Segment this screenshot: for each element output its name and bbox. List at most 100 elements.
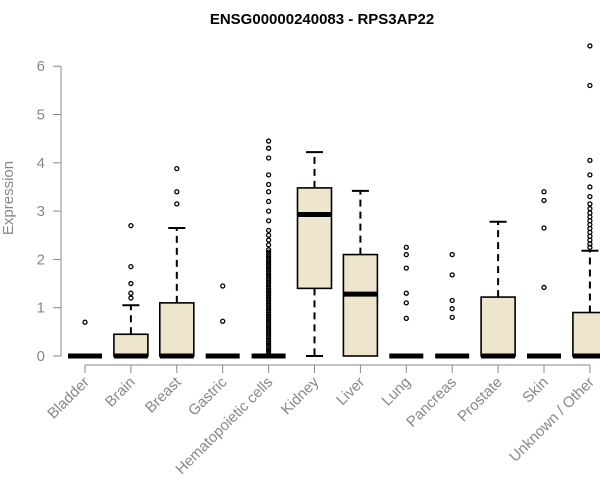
outlier-point (265, 278, 272, 284)
outlier-point (449, 251, 455, 258)
outlier-point (587, 172, 593, 178)
outlier-point (265, 251, 272, 258)
outlier-point (265, 273, 272, 279)
outlier-point (587, 184, 593, 190)
box-rect (480, 296, 516, 357)
y-tick-label: 1 (37, 300, 45, 317)
outlier-point (587, 82, 593, 89)
outlier-point (265, 312, 272, 318)
outlier-point (541, 197, 547, 204)
outlier-point (128, 263, 134, 270)
box-12 (572, 43, 600, 359)
outlier-point (265, 346, 272, 352)
y-axis-title: Expression (0, 161, 17, 235)
outlier-point (265, 208, 272, 214)
outlier-point (265, 338, 272, 345)
outlier-point (449, 306, 455, 312)
outlier-point (128, 295, 134, 301)
outlier-point (265, 300, 272, 306)
x-tick-label: Pancreas (403, 374, 460, 431)
outlier-point (265, 280, 272, 287)
outlier-point (265, 297, 272, 304)
box-rect (296, 187, 333, 290)
outlier-point (265, 247, 272, 253)
x-tick-label: Skin (519, 374, 552, 407)
outlier-point (265, 283, 272, 289)
x-tick-label: Liver (333, 374, 368, 409)
outlier-point (265, 288, 272, 294)
outlier-point (128, 280, 134, 287)
y-tick-label: 5 (37, 107, 45, 124)
y-tick-label: 2 (37, 251, 45, 268)
y-tick-label: 4 (37, 155, 45, 172)
outlier-point (265, 172, 272, 178)
outlier-point (265, 336, 272, 342)
outlier-point (265, 350, 272, 357)
outlier-point (541, 225, 547, 231)
outlier-point (587, 43, 593, 49)
outlier-point (265, 181, 272, 188)
box-rect (572, 311, 600, 357)
outlier-point (265, 295, 272, 301)
outlier-point (265, 271, 272, 277)
outlier-point (265, 259, 272, 265)
outlier-point (587, 206, 593, 212)
box-rect (342, 253, 379, 357)
x-tick-label: Bladder (44, 374, 93, 423)
outlier-point (403, 244, 409, 250)
outlier-point (265, 198, 272, 205)
outlier-point (265, 256, 272, 263)
outlier-point (265, 155, 272, 161)
box-10 (480, 220, 516, 359)
outlier-point (587, 157, 593, 164)
outlier-point (265, 138, 272, 144)
outlier-point (449, 297, 455, 304)
outlier-point (265, 307, 272, 313)
y-tick-label: 3 (37, 203, 45, 220)
outlier-point (265, 242, 272, 248)
box-11 (527, 189, 561, 359)
outlier-point (449, 314, 455, 321)
outlier-point (220, 318, 226, 324)
outlier-point (265, 341, 272, 347)
outlier-point (265, 309, 272, 316)
outlier-point (265, 326, 272, 333)
outlier-point (265, 268, 272, 275)
x-tick-label: Unknown / Other (506, 374, 598, 466)
outlier-point (265, 227, 272, 234)
outlier-point (265, 302, 272, 308)
box-2 (113, 222, 149, 359)
outlier-point (265, 261, 272, 267)
outlier-point (82, 319, 88, 325)
outlier-point (449, 272, 455, 278)
outlier-point (265, 218, 272, 224)
outlier-point (265, 292, 272, 299)
x-tick-label: Lung (379, 374, 415, 410)
outlier-point (403, 300, 409, 306)
outlier-point (265, 348, 272, 354)
x-tick-label: Prostate (454, 374, 506, 426)
outlier-point (265, 343, 272, 349)
outlier-point (587, 201, 593, 207)
outlier-point (265, 305, 272, 311)
outlier-point (265, 266, 272, 272)
x-tick-label: Kidney (278, 373, 323, 418)
box-8 (389, 244, 424, 359)
outlier-point (587, 193, 593, 200)
box-7 (342, 189, 379, 357)
outlier-point (265, 285, 272, 292)
box-9 (435, 251, 470, 359)
boxes-group (68, 43, 600, 359)
y-tick-label: 0 (37, 348, 45, 365)
outlier-point (541, 189, 547, 195)
outlier-point (541, 284, 547, 291)
y-tick-label: 6 (37, 58, 45, 75)
outlier-point (265, 317, 272, 323)
chart-title: ENSG00000240083 - RPS3AP22 (210, 11, 434, 28)
outlier-point (403, 265, 409, 271)
outlier-point (403, 251, 409, 258)
outlier-point (174, 201, 180, 207)
outlier-point (265, 334, 272, 340)
outlier-point (265, 314, 272, 321)
